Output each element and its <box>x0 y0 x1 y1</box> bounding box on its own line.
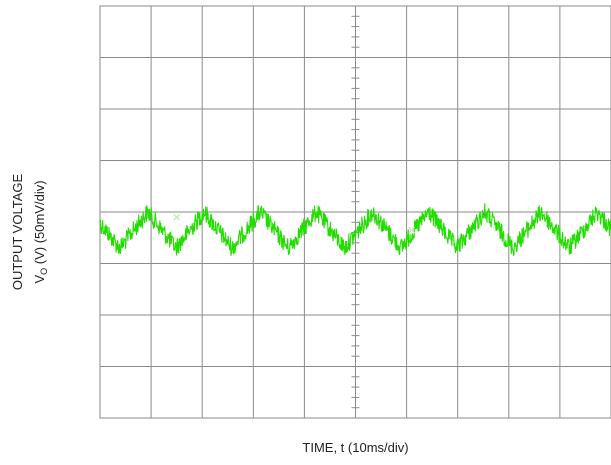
trace-series <box>99 203 611 256</box>
trace-marker <box>408 226 416 234</box>
x-axis-label: TIME, t (10ms/div) <box>302 440 409 455</box>
marker-stroke <box>408 226 416 234</box>
marker-stroke <box>173 213 181 221</box>
grid <box>99 5 611 419</box>
trace-line <box>99 203 611 256</box>
trace-marker <box>173 213 181 221</box>
markers <box>173 213 416 234</box>
